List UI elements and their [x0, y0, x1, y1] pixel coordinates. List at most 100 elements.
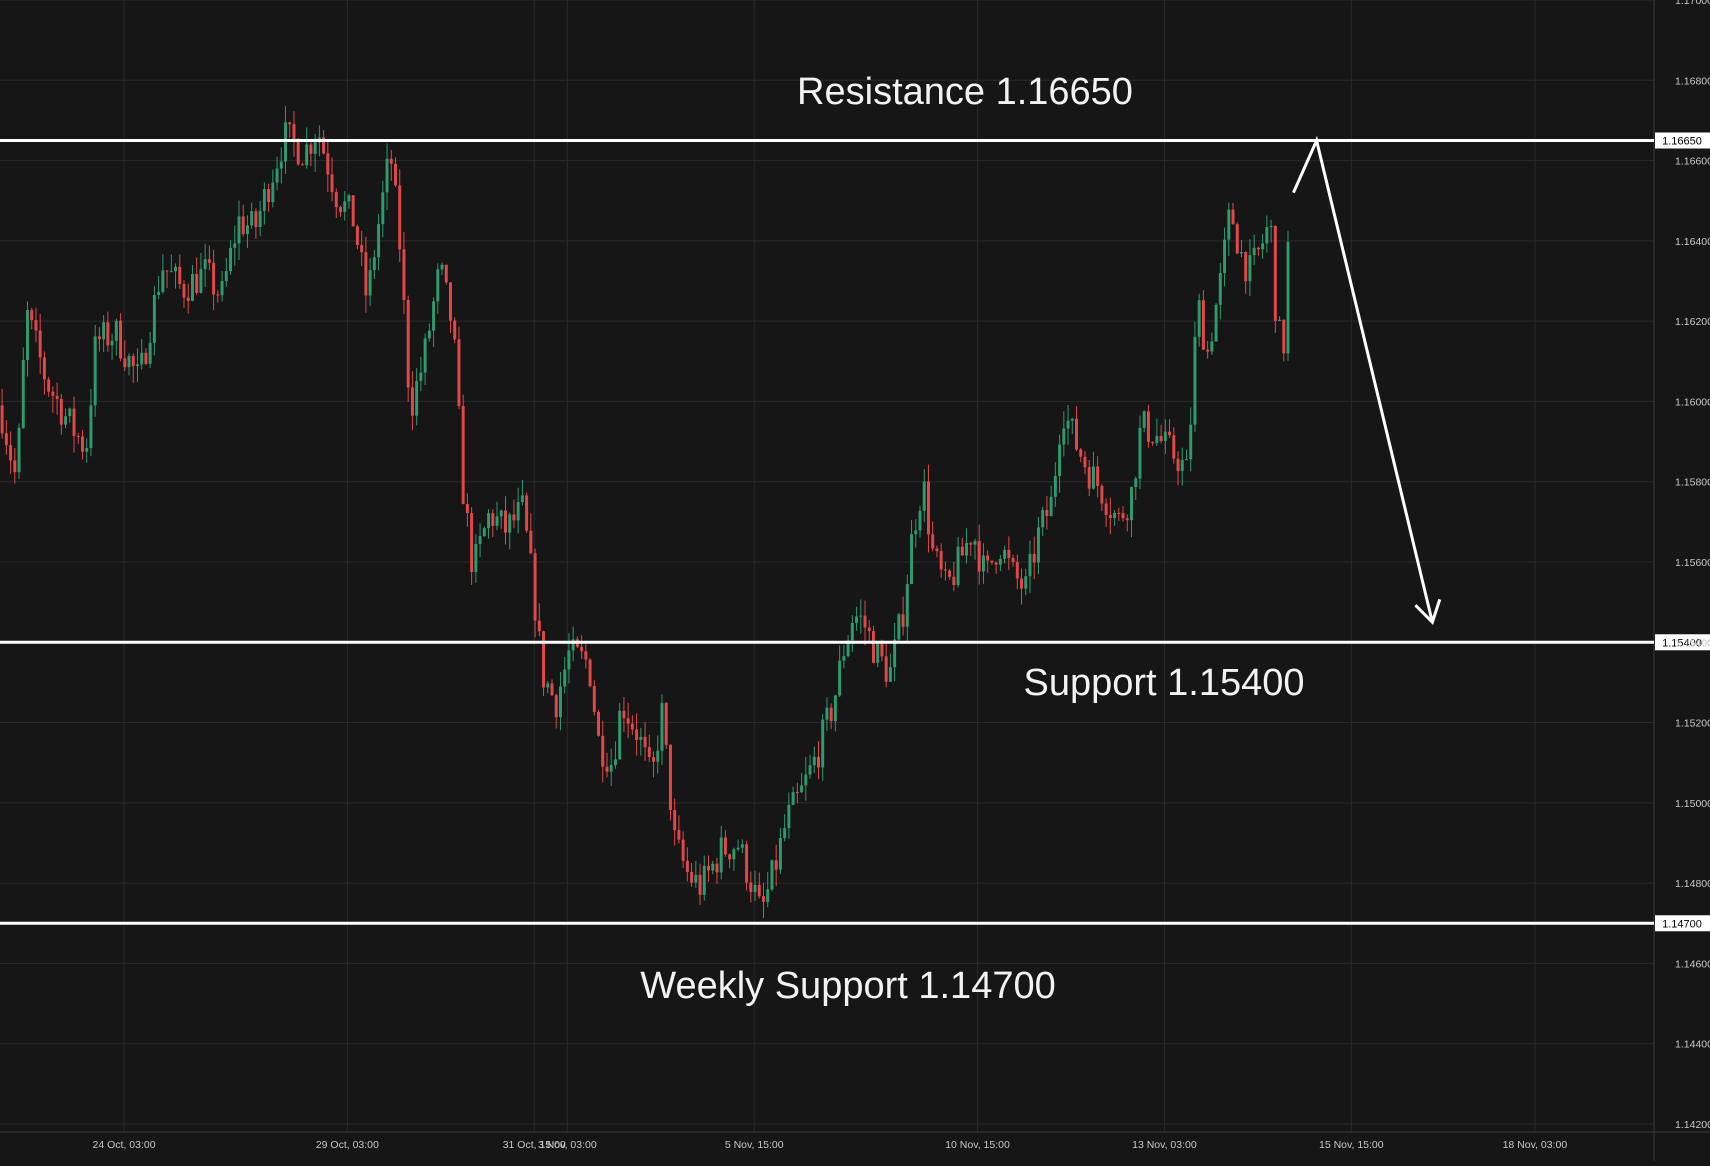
- candle-body: [119, 320, 123, 359]
- candle-body: [322, 137, 326, 154]
- candle-body: [1172, 435, 1176, 459]
- candle-body: [13, 460, 17, 473]
- candle-body: [626, 718, 630, 724]
- candle-body: [1058, 444, 1062, 476]
- candle-body: [279, 161, 283, 169]
- candle-body: [1062, 428, 1066, 445]
- candle-body: [309, 144, 313, 154]
- candles: [0, 105, 1290, 918]
- candle-body: [609, 765, 613, 772]
- candle-body: [169, 271, 173, 273]
- candle-body: [728, 854, 732, 860]
- candle-body: [994, 562, 998, 565]
- candle-body: [1138, 427, 1142, 479]
- candle-body: [326, 153, 330, 175]
- candle-body: [161, 270, 165, 292]
- candle-body: [939, 551, 943, 570]
- candle-body: [313, 142, 317, 154]
- candle-body: [292, 124, 296, 141]
- candle-body: [1096, 466, 1100, 486]
- candle-body: [1151, 441, 1155, 444]
- candle-body: [948, 570, 952, 577]
- candle-body: [563, 669, 567, 687]
- y-tick-label: 1.16000: [1675, 396, 1710, 408]
- candle-body: [973, 541, 977, 545]
- candle-body: [1218, 273, 1222, 305]
- candle-body: [93, 336, 97, 406]
- candle-body: [943, 569, 947, 571]
- candle-body: [482, 528, 486, 537]
- x-tick-label: 29 Oct, 03:00: [316, 1139, 379, 1151]
- candle-body: [250, 211, 254, 226]
- candle-body: [1083, 456, 1087, 468]
- candle-body: [863, 615, 867, 628]
- candle-body: [833, 695, 837, 722]
- candle-body: [1125, 518, 1129, 521]
- candle-body: [427, 330, 431, 339]
- candle-body: [542, 631, 546, 688]
- candle-body: [364, 252, 368, 296]
- candle-body: [571, 639, 575, 651]
- candle-body: [795, 792, 799, 794]
- y-tick-label: 1.16600: [1675, 156, 1710, 168]
- candle-body: [72, 408, 76, 436]
- candle-body: [508, 514, 512, 533]
- candle-body: [1273, 225, 1277, 321]
- candle-body: [656, 750, 660, 762]
- level-badge: [1655, 132, 1710, 149]
- candle-body: [178, 266, 182, 285]
- candle-body: [258, 210, 262, 227]
- candle-body: [664, 702, 668, 745]
- candle-body: [4, 433, 8, 446]
- candle-body: [1032, 553, 1036, 563]
- x-tick-label: 18 Nov, 03:00: [1503, 1139, 1568, 1151]
- candle-body: [465, 504, 469, 514]
- candle-body: [1155, 436, 1159, 444]
- candle-body: [449, 282, 452, 321]
- y-tick-label: 1.16400: [1675, 236, 1710, 248]
- candle-body: [905, 584, 909, 627]
- candle-body: [127, 355, 131, 368]
- candle-body: [1066, 420, 1070, 429]
- candle-body: [38, 330, 42, 358]
- candle-body: [1041, 510, 1045, 528]
- x-tick-label: 24 Oct, 03:00: [93, 1139, 156, 1151]
- candle-body: [643, 736, 647, 748]
- candle-body: [1206, 349, 1210, 352]
- candle-body: [423, 338, 427, 373]
- candle-body: [68, 408, 72, 417]
- candle-body: [567, 650, 571, 670]
- candle-body: [229, 247, 233, 272]
- candle-body: [910, 534, 914, 585]
- candle-body: [554, 695, 558, 718]
- candle-body: [871, 631, 875, 663]
- candle-body: [271, 182, 275, 203]
- candle-body: [618, 710, 622, 760]
- candle-body: [372, 257, 376, 271]
- candle-body: [893, 639, 897, 668]
- candle-body: [774, 860, 778, 870]
- candle-body: [690, 872, 694, 883]
- candle-body: [516, 502, 520, 521]
- candle-body: [1197, 300, 1201, 337]
- candle-body: [766, 889, 770, 902]
- candle-body: [174, 266, 178, 272]
- candle-body: [1265, 227, 1269, 244]
- candle-body: [165, 270, 169, 272]
- level-badge: [1655, 915, 1710, 932]
- candle-body: [1282, 319, 1286, 354]
- candle-body: [1024, 576, 1028, 589]
- candle-body: [1168, 431, 1172, 436]
- candle-body: [444, 264, 448, 283]
- candle-body: [787, 804, 791, 829]
- candle-body: [673, 810, 677, 831]
- candle-body: [402, 249, 406, 300]
- candle-body: [419, 372, 423, 382]
- candle-body: [622, 710, 626, 719]
- candle-body: [846, 640, 850, 657]
- level-annotation: Weekly Support 1.14700: [640, 965, 1055, 1007]
- candle-body: [1108, 515, 1112, 519]
- x-tick-label: 3 Nov, 03:00: [538, 1139, 597, 1151]
- y-axis: 1.17000 1.16800 1.16600 1.16400 1.16200 1.160…: [1675, 0, 1710, 1131]
- candle-body: [288, 122, 292, 125]
